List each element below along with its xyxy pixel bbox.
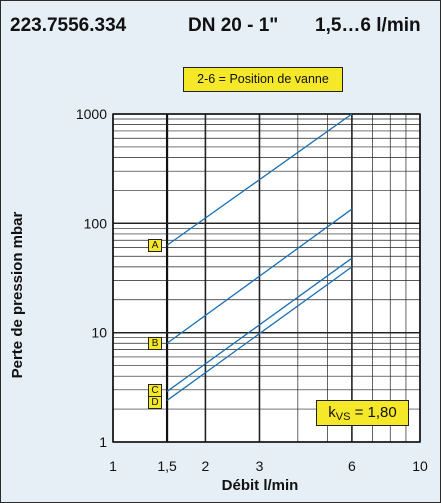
nominal-diameter: DN 20 - 1" xyxy=(188,15,279,36)
x-tick-label: 1,5 xyxy=(157,458,177,474)
series-line-d xyxy=(166,266,353,401)
kvs-value: = 1,80 xyxy=(354,404,397,421)
article-number: 223.7556.334 xyxy=(10,15,127,36)
plot-area xyxy=(113,114,420,442)
series-marker-d: D xyxy=(148,395,163,409)
valve-position-legend: 2-6 = Position de vanne xyxy=(183,67,343,92)
chart-header: 223.7556.334 DN 20 - 1" 1,5…6 l/min xyxy=(10,15,438,45)
y-axis-label: Perte de pression mbar xyxy=(9,211,26,379)
chart-ticks: 1 1,5 2 3 6 10 1 10 100 1000 xyxy=(76,106,428,474)
chart-series xyxy=(166,113,353,401)
kvs-value-box: kVS = 1,80 xyxy=(316,400,409,426)
y-tick-label: 100 xyxy=(84,215,108,231)
y-tick-label: 1 xyxy=(99,434,107,450)
flow-range: 1,5…6 l/min xyxy=(315,15,421,36)
plot-border xyxy=(112,113,421,443)
chart-grid xyxy=(112,113,421,443)
series-marker-b: B xyxy=(148,336,163,350)
x-tick-label: 6 xyxy=(348,458,356,474)
y-tick-label: 10 xyxy=(91,325,107,341)
x-tick-label: 10 xyxy=(412,458,428,474)
series-line-b xyxy=(166,208,353,344)
kvs-subscript: VS xyxy=(335,411,351,423)
kvs-k: k xyxy=(328,404,336,421)
x-tick-label: 2 xyxy=(202,458,210,474)
x-axis-label: Débit l/min xyxy=(221,477,299,494)
x-tick-label: 1 xyxy=(109,458,117,474)
series-marker-a: A xyxy=(148,238,163,252)
series-line-c xyxy=(166,257,353,392)
series-line-a xyxy=(166,113,353,246)
x-tick-label: 3 xyxy=(256,458,264,474)
y-tick-label: 1000 xyxy=(76,106,107,122)
